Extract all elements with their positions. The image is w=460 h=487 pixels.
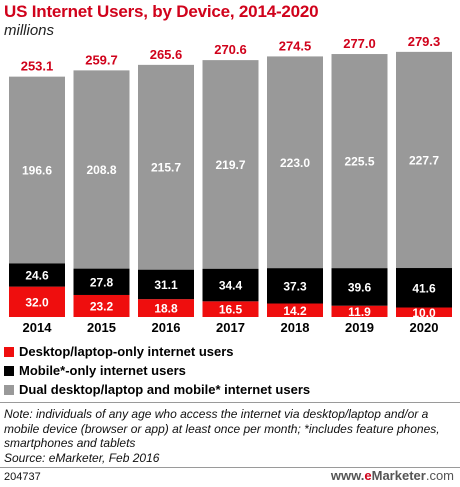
total-label-2018: 274.5 (279, 38, 312, 53)
logo-com: .com (425, 468, 454, 483)
bar-segment-mobile-2015 (73, 268, 130, 295)
source-line: Source: eMarketer, Feb 2016 (4, 451, 160, 465)
value-label-dual-2020: 227.7 (409, 153, 439, 167)
legend-item-desktop: Desktop/laptop-only internet users (4, 342, 310, 361)
bar-segment-mobile-2019 (331, 268, 388, 306)
legend-label-desktop: Desktop/laptop-only internet users (19, 344, 234, 359)
value-label-desktop-2016: 18.8 (154, 302, 178, 316)
logo-e: e (364, 468, 372, 483)
value-label-desktop-2015: 23.2 (90, 299, 114, 313)
value-label-mobile-2018: 37.3 (283, 279, 307, 293)
bar-segment-desktop-2017 (202, 301, 259, 317)
value-label-mobile-2016: 31.1 (154, 278, 178, 292)
value-label-dual-2015: 208.8 (86, 163, 116, 177)
total-label-2020: 279.3 (408, 34, 441, 49)
value-label-desktop-2020: 10.0 (412, 306, 436, 320)
bar-segment-dual-2016 (138, 64, 194, 270)
note-divider (0, 402, 460, 403)
value-label-desktop-2017: 16.5 (219, 303, 243, 317)
legend-label-dual: Dual desktop/laptop and mobile* internet… (19, 382, 311, 397)
bar-segment-mobile-2017 (202, 268, 259, 302)
chart-subtitle: millions (4, 22, 55, 39)
x-tick-label-2015: 2015 (87, 320, 116, 335)
value-label-mobile-2020: 41.6 (412, 281, 436, 295)
bar-segment-desktop-2019 (331, 305, 388, 317)
bar-segment-mobile-2018 (267, 268, 323, 304)
legend-swatch-mobile (4, 365, 14, 376)
chart-id: 204737 (4, 471, 41, 483)
total-label-2016: 265.6 (150, 47, 183, 62)
x-tick-label-2017: 2017 (216, 320, 245, 335)
value-label-mobile-2017: 34.4 (219, 279, 243, 293)
bar-segment-mobile-2020 (396, 268, 452, 308)
value-label-desktop-2014: 32.0 (25, 295, 49, 309)
bar-segment-desktop-2015 (73, 294, 130, 317)
bar-segment-dual-2015 (73, 70, 130, 269)
total-label-2015: 259.7 (85, 52, 118, 67)
bar-segment-desktop-2016 (138, 299, 194, 317)
value-label-dual-2014: 196.6 (22, 163, 52, 177)
bar-segment-dual-2017 (202, 60, 259, 269)
value-label-desktop-2019: 11.9 (348, 305, 371, 319)
chart-title: US Internet Users, by Device, 2014-2020 (4, 2, 319, 21)
logo-main: Marketer (371, 468, 426, 483)
legend-item-dual: Dual desktop/laptop and mobile* internet… (4, 380, 310, 399)
bar-segment-desktop-2014 (9, 286, 65, 317)
stacked-bar-chart: 32.0 24.6 196.6 253.1 2014 23.2 27.8 208.8 259.7… (9, 34, 452, 335)
logo-www: www. (330, 468, 365, 483)
value-label-desktop-2018: 14.2 (283, 304, 307, 318)
bar-segment-dual-2014 (9, 76, 65, 264)
value-label-dual-2018: 223.0 (280, 156, 310, 170)
value-label-dual-2016: 215.7 (151, 161, 181, 175)
bar-segment-dual-2018 (267, 56, 323, 269)
bar-segment-desktop-2018 (267, 303, 323, 317)
x-tick-label-2016: 2016 (152, 320, 181, 335)
bar-segment-desktop-2020 (396, 307, 452, 317)
x-tick-label-2020: 2020 (410, 320, 439, 335)
x-tick-label-2014: 2014 (23, 320, 53, 335)
value-label-dual-2017: 219.7 (215, 158, 245, 172)
legend-item-mobile: Mobile*-only internet users (4, 361, 310, 380)
total-label-2014: 253.1 (21, 59, 54, 74)
emarketer-logo[interactable]: www.eMarketer.com (331, 468, 454, 483)
legend-label-mobile: Mobile*-only internet users (19, 363, 186, 378)
value-label-dual-2019: 225.5 (344, 155, 374, 169)
x-tick-label-2019: 2019 (345, 320, 374, 335)
bar-segment-dual-2019 (331, 54, 388, 269)
bar-segment-mobile-2016 (138, 269, 194, 300)
legend-swatch-dual (4, 384, 14, 395)
value-label-mobile-2014: 24.6 (25, 268, 49, 282)
total-label-2017: 270.6 (214, 42, 247, 57)
footer-divider (0, 467, 460, 468)
legend-swatch-desktop (4, 346, 14, 357)
value-label-mobile-2015: 27.8 (90, 275, 114, 289)
x-tick-label-2018: 2018 (281, 320, 310, 335)
total-label-2019: 277.0 (343, 36, 376, 51)
bar-segment-mobile-2014 (9, 263, 65, 287)
value-label-mobile-2019: 39.6 (348, 280, 372, 294)
legend: Desktop/laptop-only internet users Mobil… (4, 342, 310, 399)
bar-segment-dual-2020 (396, 51, 452, 269)
footnote: Note: individuals of any age who access … (4, 407, 440, 450)
